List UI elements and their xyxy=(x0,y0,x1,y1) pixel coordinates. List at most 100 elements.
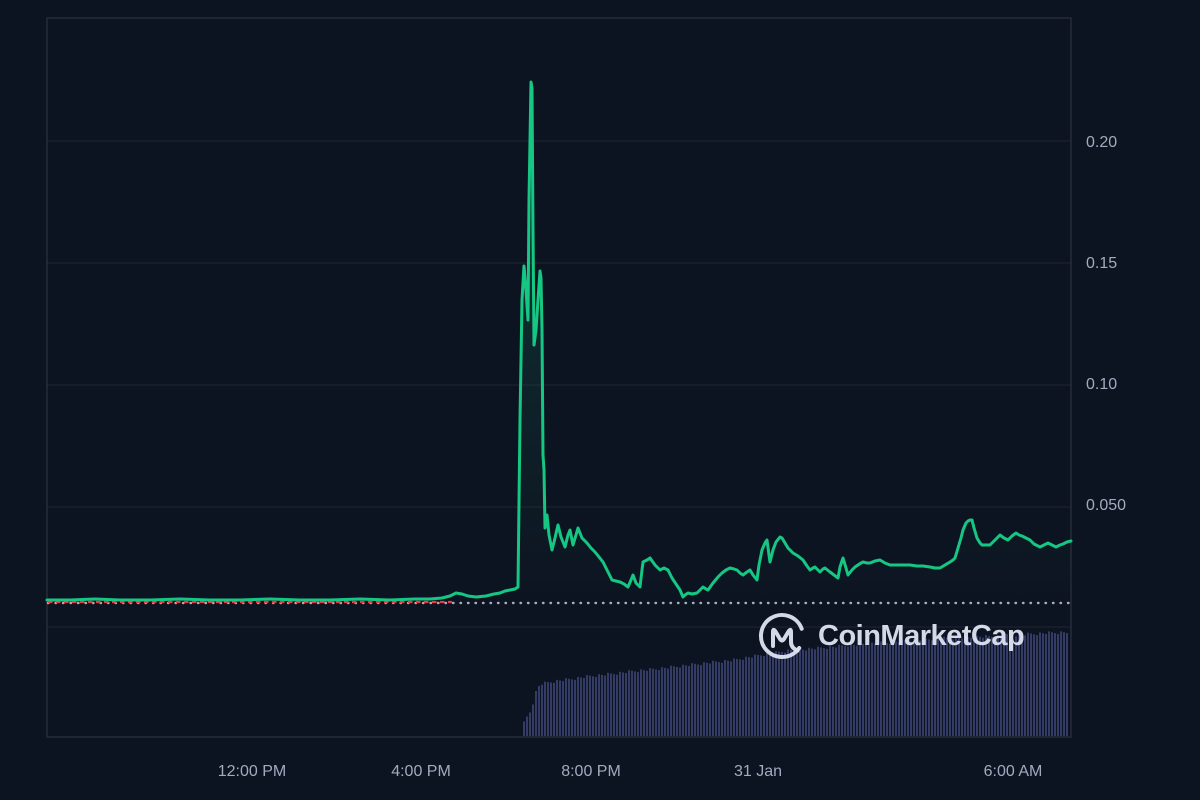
volume-bar xyxy=(751,657,753,736)
volume-bar xyxy=(1000,636,1002,736)
volume-bar xyxy=(646,670,648,736)
y-tick-label: 0.20 xyxy=(1086,134,1117,151)
volume-bar xyxy=(1036,635,1038,736)
x-tick-label: 31 Jan xyxy=(734,763,782,780)
volume-bar xyxy=(820,647,822,736)
volume-bar xyxy=(976,635,978,736)
volume-bar xyxy=(991,636,993,736)
y-tick-label: 0.050 xyxy=(1086,497,1126,514)
volume-bar xyxy=(550,682,552,736)
volume-bar xyxy=(523,721,525,736)
volume-bar xyxy=(982,637,984,736)
volume-bar xyxy=(553,682,555,736)
volume-bar xyxy=(763,656,765,736)
volume-bar xyxy=(910,641,912,736)
volume-bar xyxy=(919,640,921,736)
volume-bar xyxy=(583,678,585,736)
volume-bar xyxy=(634,671,636,736)
volume-bar xyxy=(688,666,690,736)
volume-bar xyxy=(931,640,933,736)
volume-bar xyxy=(964,635,966,736)
volume-bar xyxy=(799,648,801,736)
volume-bar xyxy=(886,642,888,736)
volume-bar xyxy=(628,670,630,736)
volume-bar xyxy=(541,684,543,736)
volume-bar xyxy=(793,650,795,736)
volume-bars xyxy=(523,631,1068,736)
volume-bar xyxy=(1018,633,1020,736)
volume-bar xyxy=(658,670,660,736)
volume-bar xyxy=(880,641,882,736)
volume-bar xyxy=(826,648,828,736)
volume-bar xyxy=(691,663,693,736)
volume-bar xyxy=(544,681,546,736)
volume-bar xyxy=(949,638,951,736)
volume-bar xyxy=(1027,632,1029,736)
volume-bar xyxy=(1060,631,1062,736)
volume-bar xyxy=(622,672,624,736)
volume-bar xyxy=(679,667,681,736)
volume-bar xyxy=(1048,631,1050,736)
volume-bar xyxy=(811,648,813,736)
volume-bar xyxy=(943,636,945,736)
volume-bar xyxy=(694,663,696,736)
volume-bar xyxy=(652,668,654,736)
volume-bar xyxy=(889,643,891,736)
volume-bar xyxy=(1030,633,1032,736)
volume-bar xyxy=(703,662,705,736)
volume-bar xyxy=(796,648,798,736)
volume-bar xyxy=(661,667,663,736)
volume-bar xyxy=(715,661,717,736)
volume-bar xyxy=(610,673,612,736)
volume-bar xyxy=(673,666,675,736)
volume-bar xyxy=(736,658,738,736)
volume-bar xyxy=(676,666,678,736)
volume-bar xyxy=(529,712,531,736)
volume-bar xyxy=(772,654,774,736)
volume-bar xyxy=(781,652,783,736)
volume-bar xyxy=(538,686,540,736)
volume-bar xyxy=(733,658,735,736)
volume-bar xyxy=(958,637,960,736)
volume-bar xyxy=(883,642,885,736)
volume-bar xyxy=(754,654,756,736)
x-tick-label: 6:00 AM xyxy=(984,763,1043,780)
volume-bar xyxy=(748,657,750,736)
volume-bar xyxy=(643,670,645,736)
volume-bar xyxy=(955,636,957,736)
volume-bar xyxy=(727,660,729,736)
volume-bar xyxy=(868,645,870,736)
volume-bar xyxy=(769,653,771,736)
volume-bar xyxy=(535,691,537,736)
volume-bar xyxy=(730,661,732,736)
volume-bar xyxy=(649,668,651,736)
volume-bar xyxy=(700,665,702,736)
volume-bar xyxy=(1039,632,1041,736)
volume-bar xyxy=(916,639,918,736)
volume-bar xyxy=(814,649,816,736)
volume-bar xyxy=(613,674,615,736)
volume-bar xyxy=(862,643,864,736)
volume-bar xyxy=(565,678,567,736)
volume-bar xyxy=(532,704,534,736)
volume-bar xyxy=(775,651,777,736)
volume-bar xyxy=(895,641,897,736)
volume-bar xyxy=(1006,634,1008,736)
volume-bar xyxy=(940,639,942,736)
volume-bar xyxy=(619,671,621,736)
volume-bar xyxy=(859,642,861,736)
volume-bar xyxy=(1003,636,1005,736)
volume-bar xyxy=(925,638,927,736)
volume-bar xyxy=(802,649,804,736)
volume-bar xyxy=(586,675,588,736)
volume-bar xyxy=(913,638,915,736)
volume-bar xyxy=(547,682,549,736)
volume-bar xyxy=(724,659,726,736)
volume-bar xyxy=(718,662,720,736)
volume-bar xyxy=(667,668,669,736)
volume-bar xyxy=(1033,634,1035,736)
volume-bar xyxy=(838,644,840,736)
volume-bar xyxy=(604,675,606,736)
volume-bar xyxy=(760,655,762,736)
